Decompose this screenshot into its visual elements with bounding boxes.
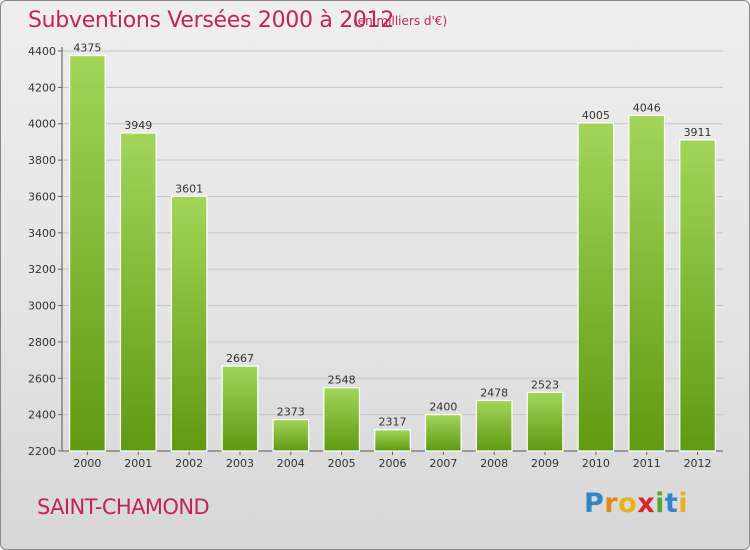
y-tick-label: 3000: [28, 300, 56, 313]
data-label: 3911: [684, 126, 712, 139]
data-label: 4005: [582, 109, 610, 122]
data-label: 2548: [328, 374, 356, 387]
bar-2003[interactable]: [221, 365, 259, 452]
y-tick-label: 2600: [28, 372, 56, 385]
data-label: 2478: [480, 386, 508, 399]
y-tick-label: 3800: [28, 154, 56, 167]
logo-letter: i: [655, 488, 665, 519]
y-tick-label: 2800: [28, 336, 56, 349]
y-tick-label: 2200: [28, 445, 56, 458]
x-tick-label: 2009: [531, 457, 559, 470]
bar-2006[interactable]: [374, 429, 411, 452]
y-tick-label: 4200: [28, 81, 56, 94]
bar-2005[interactable]: [323, 387, 361, 452]
data-label: 4046: [633, 101, 661, 114]
logo-letter: i: [678, 488, 689, 519]
data-label: 2373: [277, 406, 305, 419]
x-tick-label: 2012: [684, 457, 712, 470]
bar-2007[interactable]: [424, 414, 462, 452]
x-tick-label: 2010: [582, 457, 610, 470]
data-label: 3601: [175, 182, 203, 195]
logo-letter: o: [618, 488, 638, 519]
bar-2002[interactable]: [170, 195, 208, 452]
unit-note: (en milliers d'€): [353, 14, 448, 28]
data-label: 4375: [73, 42, 101, 55]
x-tick-label: 2003: [226, 457, 254, 470]
logo-letter: t: [664, 488, 679, 519]
bar-2010[interactable]: [577, 122, 615, 452]
x-tick-label: 2001: [124, 457, 152, 470]
data-label: 2667: [226, 352, 254, 365]
x-tick-label: 2000: [73, 457, 101, 470]
bar-2000[interactable]: [69, 54, 106, 452]
data-label: 2317: [379, 416, 407, 429]
proxiti-logo[interactable]: Proxiti: [584, 488, 688, 519]
x-tick-label: 2007: [429, 457, 457, 470]
bar-2011[interactable]: [628, 114, 666, 452]
bar-2004[interactable]: [272, 418, 310, 452]
y-tick-label: 3200: [28, 263, 56, 276]
bar-2012[interactable]: [679, 139, 716, 452]
x-tick-label: 2002: [175, 457, 203, 470]
bar-2008[interactable]: [475, 399, 513, 452]
y-tick-label: 4000: [28, 118, 56, 131]
bar-2009[interactable]: [526, 391, 564, 452]
bar-2001[interactable]: [119, 132, 157, 452]
y-tick-label: 3600: [28, 190, 56, 203]
city-name: SAINT-CHAMOND: [37, 495, 210, 519]
y-tick-label: 4400: [28, 45, 56, 58]
logo-letter: x: [637, 488, 656, 519]
chart-title: Subventions Versées 2000 à 2012: [28, 8, 395, 33]
logo-letter: r: [604, 488, 619, 519]
y-tick-label: 2400: [28, 409, 56, 422]
x-tick-label: 2011: [633, 457, 661, 470]
data-label: 2523: [531, 378, 559, 391]
data-label: 2400: [429, 401, 457, 414]
x-tick-label: 2008: [480, 457, 508, 470]
x-tick-label: 2004: [277, 457, 305, 470]
x-tick-label: 2005: [328, 457, 356, 470]
x-tick-label: 2006: [379, 457, 407, 470]
logo-letter: P: [584, 488, 605, 519]
y-tick-label: 3400: [28, 227, 56, 240]
data-label: 3949: [124, 119, 152, 132]
